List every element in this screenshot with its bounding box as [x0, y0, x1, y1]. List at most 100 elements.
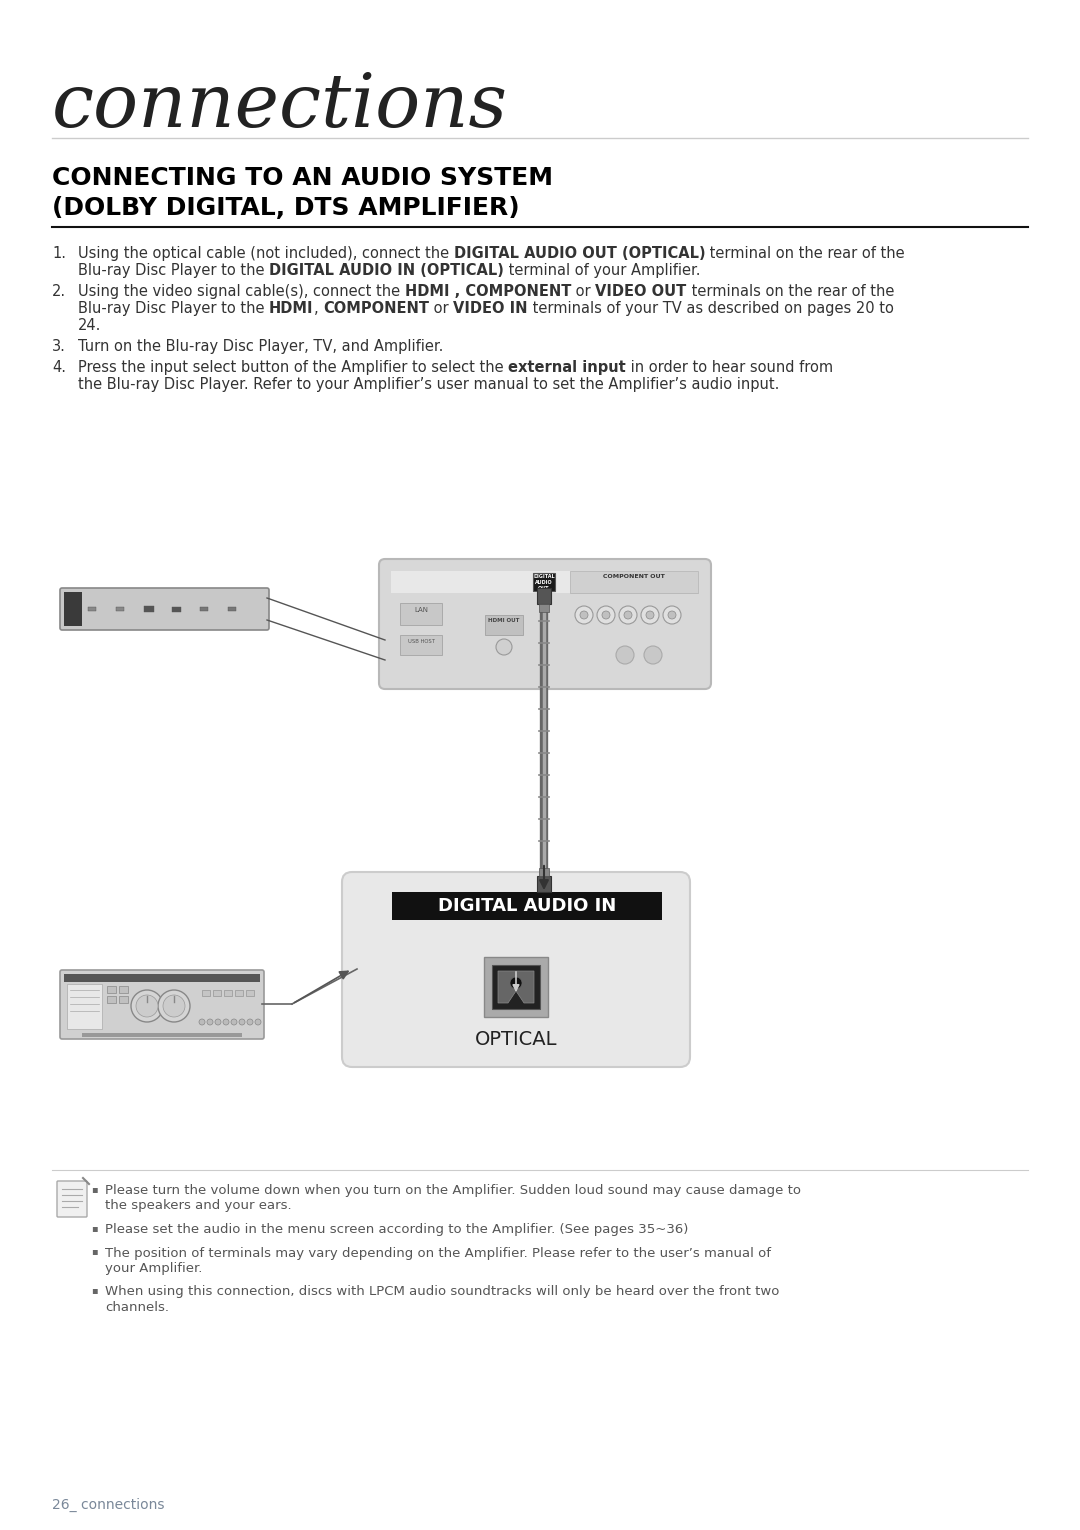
- Text: 26_ connections: 26_ connections: [52, 1498, 164, 1512]
- Bar: [82, 1033, 242, 1037]
- Bar: [537, 877, 551, 892]
- Bar: [492, 965, 540, 1008]
- Bar: [400, 635, 442, 655]
- Circle shape: [575, 606, 593, 624]
- Bar: [391, 571, 699, 594]
- Bar: [172, 607, 181, 612]
- FancyBboxPatch shape: [379, 558, 711, 688]
- Text: (DOLBY DIGITAL, DTS AMPLIFIER): (DOLBY DIGITAL, DTS AMPLIFIER): [52, 196, 519, 220]
- Bar: [485, 615, 523, 635]
- Bar: [484, 956, 548, 1017]
- Bar: [64, 592, 82, 626]
- Bar: [202, 990, 210, 996]
- Text: Using the optical cable (not included), connect the: Using the optical cable (not included), …: [78, 246, 454, 262]
- Circle shape: [247, 1019, 253, 1025]
- Circle shape: [646, 610, 654, 620]
- Text: LAN: LAN: [414, 607, 428, 614]
- Circle shape: [619, 606, 637, 624]
- FancyBboxPatch shape: [60, 588, 269, 630]
- Text: 3.: 3.: [52, 340, 66, 353]
- Circle shape: [207, 1019, 213, 1025]
- Bar: [213, 990, 221, 996]
- Circle shape: [136, 994, 158, 1017]
- Text: Using the video signal cable(s), connect the: Using the video signal cable(s), connect…: [78, 285, 405, 298]
- Circle shape: [158, 990, 190, 1022]
- Text: Blu-ray Disc Player to the: Blu-ray Disc Player to the: [78, 301, 269, 317]
- Bar: [200, 607, 208, 610]
- Circle shape: [616, 646, 634, 664]
- Text: DIGITAL AUDIO IN: DIGITAL AUDIO IN: [437, 897, 616, 915]
- Text: connections: connections: [52, 70, 508, 142]
- Text: or: or: [571, 285, 595, 298]
- Text: terminals on the rear of the: terminals on the rear of the: [687, 285, 894, 298]
- Text: VIDEO IN: VIDEO IN: [454, 301, 528, 317]
- Text: 1.: 1.: [52, 246, 66, 262]
- Circle shape: [510, 978, 522, 988]
- Bar: [119, 996, 129, 1004]
- Text: the Blu-ray Disc Player. Refer to your Amplifier’s user manual to set the Amplif: the Blu-ray Disc Player. Refer to your A…: [78, 376, 780, 392]
- Text: COMPONENT: COMPONENT: [323, 301, 429, 317]
- Text: Press the input select button of the Amplifier to select the: Press the input select button of the Amp…: [78, 360, 509, 375]
- Circle shape: [131, 990, 163, 1022]
- Circle shape: [663, 606, 681, 624]
- Circle shape: [624, 610, 632, 620]
- Circle shape: [597, 606, 615, 624]
- Bar: [107, 985, 116, 993]
- Text: terminal of your Amplifier.: terminal of your Amplifier.: [504, 263, 701, 278]
- Text: HDMI: HDMI: [269, 301, 313, 317]
- Bar: [539, 604, 549, 612]
- Bar: [228, 607, 237, 610]
- Bar: [119, 985, 129, 993]
- Text: or: or: [429, 301, 454, 317]
- Text: 4.: 4.: [52, 360, 66, 375]
- Text: Turn on the Blu-ray Disc Player, TV, and Amplifier.: Turn on the Blu-ray Disc Player, TV, and…: [78, 340, 444, 353]
- Text: ▪: ▪: [91, 1285, 97, 1296]
- Bar: [534, 574, 555, 591]
- Bar: [539, 868, 549, 877]
- Bar: [400, 603, 442, 624]
- Text: Blu-ray Disc Player to the: Blu-ray Disc Player to the: [78, 263, 269, 278]
- FancyBboxPatch shape: [342, 872, 690, 1066]
- Text: terminal on the rear of the: terminal on the rear of the: [705, 246, 905, 262]
- Text: channels.: channels.: [105, 1300, 168, 1314]
- Circle shape: [239, 1019, 245, 1025]
- Bar: [64, 975, 260, 982]
- Bar: [67, 984, 102, 1030]
- Text: external input: external input: [509, 360, 626, 375]
- Circle shape: [215, 1019, 221, 1025]
- Text: your Amplifier.: your Amplifier.: [105, 1262, 202, 1274]
- Text: ▪: ▪: [91, 1222, 97, 1233]
- Bar: [107, 996, 116, 1004]
- Bar: [235, 990, 243, 996]
- FancyBboxPatch shape: [57, 1181, 87, 1216]
- Text: HDMI , COMPONENT: HDMI , COMPONENT: [405, 285, 571, 298]
- Text: CONNECTING TO AN AUDIO SYSTEM: CONNECTING TO AN AUDIO SYSTEM: [52, 165, 553, 190]
- Circle shape: [199, 1019, 205, 1025]
- Text: ▪: ▪: [91, 1247, 97, 1256]
- Circle shape: [163, 994, 185, 1017]
- Text: Please set the audio in the menu screen according to the Amplifier. (See pages 3: Please set the audio in the menu screen …: [105, 1222, 688, 1236]
- Text: DIGITAL
AUDIO
OUT: DIGITAL AUDIO OUT: [534, 574, 555, 591]
- Circle shape: [222, 1019, 229, 1025]
- Text: COMPONENT OUT: COMPONENT OUT: [603, 574, 665, 578]
- Polygon shape: [498, 972, 534, 1004]
- Bar: [246, 990, 254, 996]
- Text: ,: ,: [313, 301, 323, 317]
- Circle shape: [580, 610, 588, 620]
- FancyBboxPatch shape: [60, 970, 264, 1039]
- Text: When using this connection, discs with LPCM audio soundtracks will only be heard: When using this connection, discs with L…: [105, 1285, 780, 1299]
- Bar: [144, 606, 154, 612]
- Text: Please turn the volume down when you turn on the Amplifier. Sudden loud sound ma: Please turn the volume down when you tur…: [105, 1184, 801, 1196]
- Text: VIDEO OUT: VIDEO OUT: [595, 285, 687, 298]
- Circle shape: [602, 610, 610, 620]
- Bar: [537, 588, 551, 604]
- Text: HDMI OUT: HDMI OUT: [488, 618, 519, 623]
- Text: OPTICAL: OPTICAL: [475, 1030, 557, 1050]
- Circle shape: [496, 640, 512, 655]
- Text: terminals of your TV as described on pages 20 to: terminals of your TV as described on pag…: [528, 301, 893, 317]
- Circle shape: [231, 1019, 237, 1025]
- Circle shape: [669, 610, 676, 620]
- Text: 24.: 24.: [78, 318, 102, 334]
- Text: DIGITAL AUDIO IN (OPTICAL): DIGITAL AUDIO IN (OPTICAL): [269, 263, 504, 278]
- Bar: [87, 607, 96, 610]
